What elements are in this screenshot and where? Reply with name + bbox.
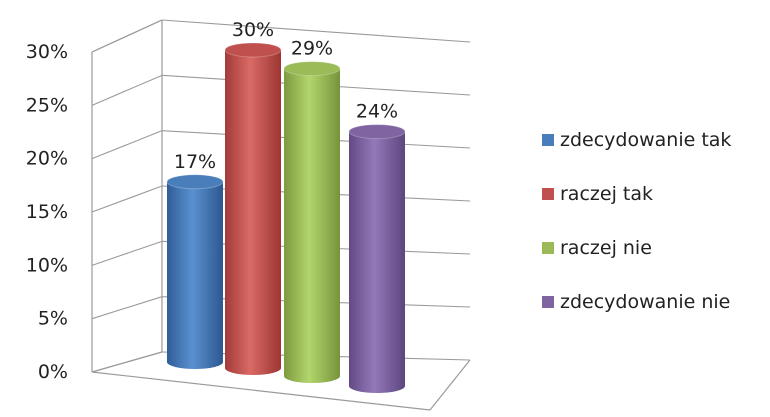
legend-label: zdecydowanie tak [560,129,731,151]
bar-2 [224,42,282,375]
legend-label: raczej tak [560,183,653,205]
legend-swatch [542,296,554,308]
bar-top [224,42,282,58]
legend-swatch [542,134,554,146]
legend-label: raczej nie [560,237,652,259]
data-label: 17% [174,151,216,173]
gridline-back [161,19,471,43]
y-axis: 0% 5% 10% 15% 20% 25% 30% [26,41,68,383]
legend-item: zdecydowanie tak [542,129,731,151]
y-tick-label: 15% [26,201,68,223]
legend-item: raczej tak [542,183,653,205]
bar-body [167,181,223,369]
gridline-side [91,19,163,53]
bar-top [348,124,406,140]
legend-item: zdecydowanie nie [542,291,730,313]
bar-4 [348,124,406,393]
y-tick-label: 10% [26,254,68,276]
bar-body [349,131,405,393]
legend-label: zdecydowanie nie [560,291,730,313]
gridline-side [91,185,163,213]
gridline-side [91,296,163,320]
bar-top [283,61,341,77]
data-label: 30% [232,19,274,41]
bar-body [284,68,340,383]
y-tick-label: 25% [26,94,68,116]
data-labels: 17% 30% 29% 24% [174,19,398,173]
bar-top [166,174,224,190]
legend: zdecydowanie tak raczej tak raczej nie zdec… [542,129,731,313]
legend-item: raczej nie [542,237,652,259]
bar-3 [283,61,341,383]
gridline-side [91,351,163,373]
bar-1 [166,174,224,369]
legend-swatch [542,188,554,200]
y-tick-label: 5% [38,308,68,330]
legend-swatch [542,242,554,254]
y-tick-label: 20% [26,148,68,170]
data-label: 29% [291,38,333,60]
y-tick-label: 0% [38,361,68,383]
bars [166,42,406,393]
data-label: 24% [356,101,398,123]
gridline-side [91,130,163,160]
y-tick-label: 30% [26,41,68,63]
gridline-side [91,240,163,266]
bar-body [225,50,281,375]
gridline-side [91,74,163,106]
